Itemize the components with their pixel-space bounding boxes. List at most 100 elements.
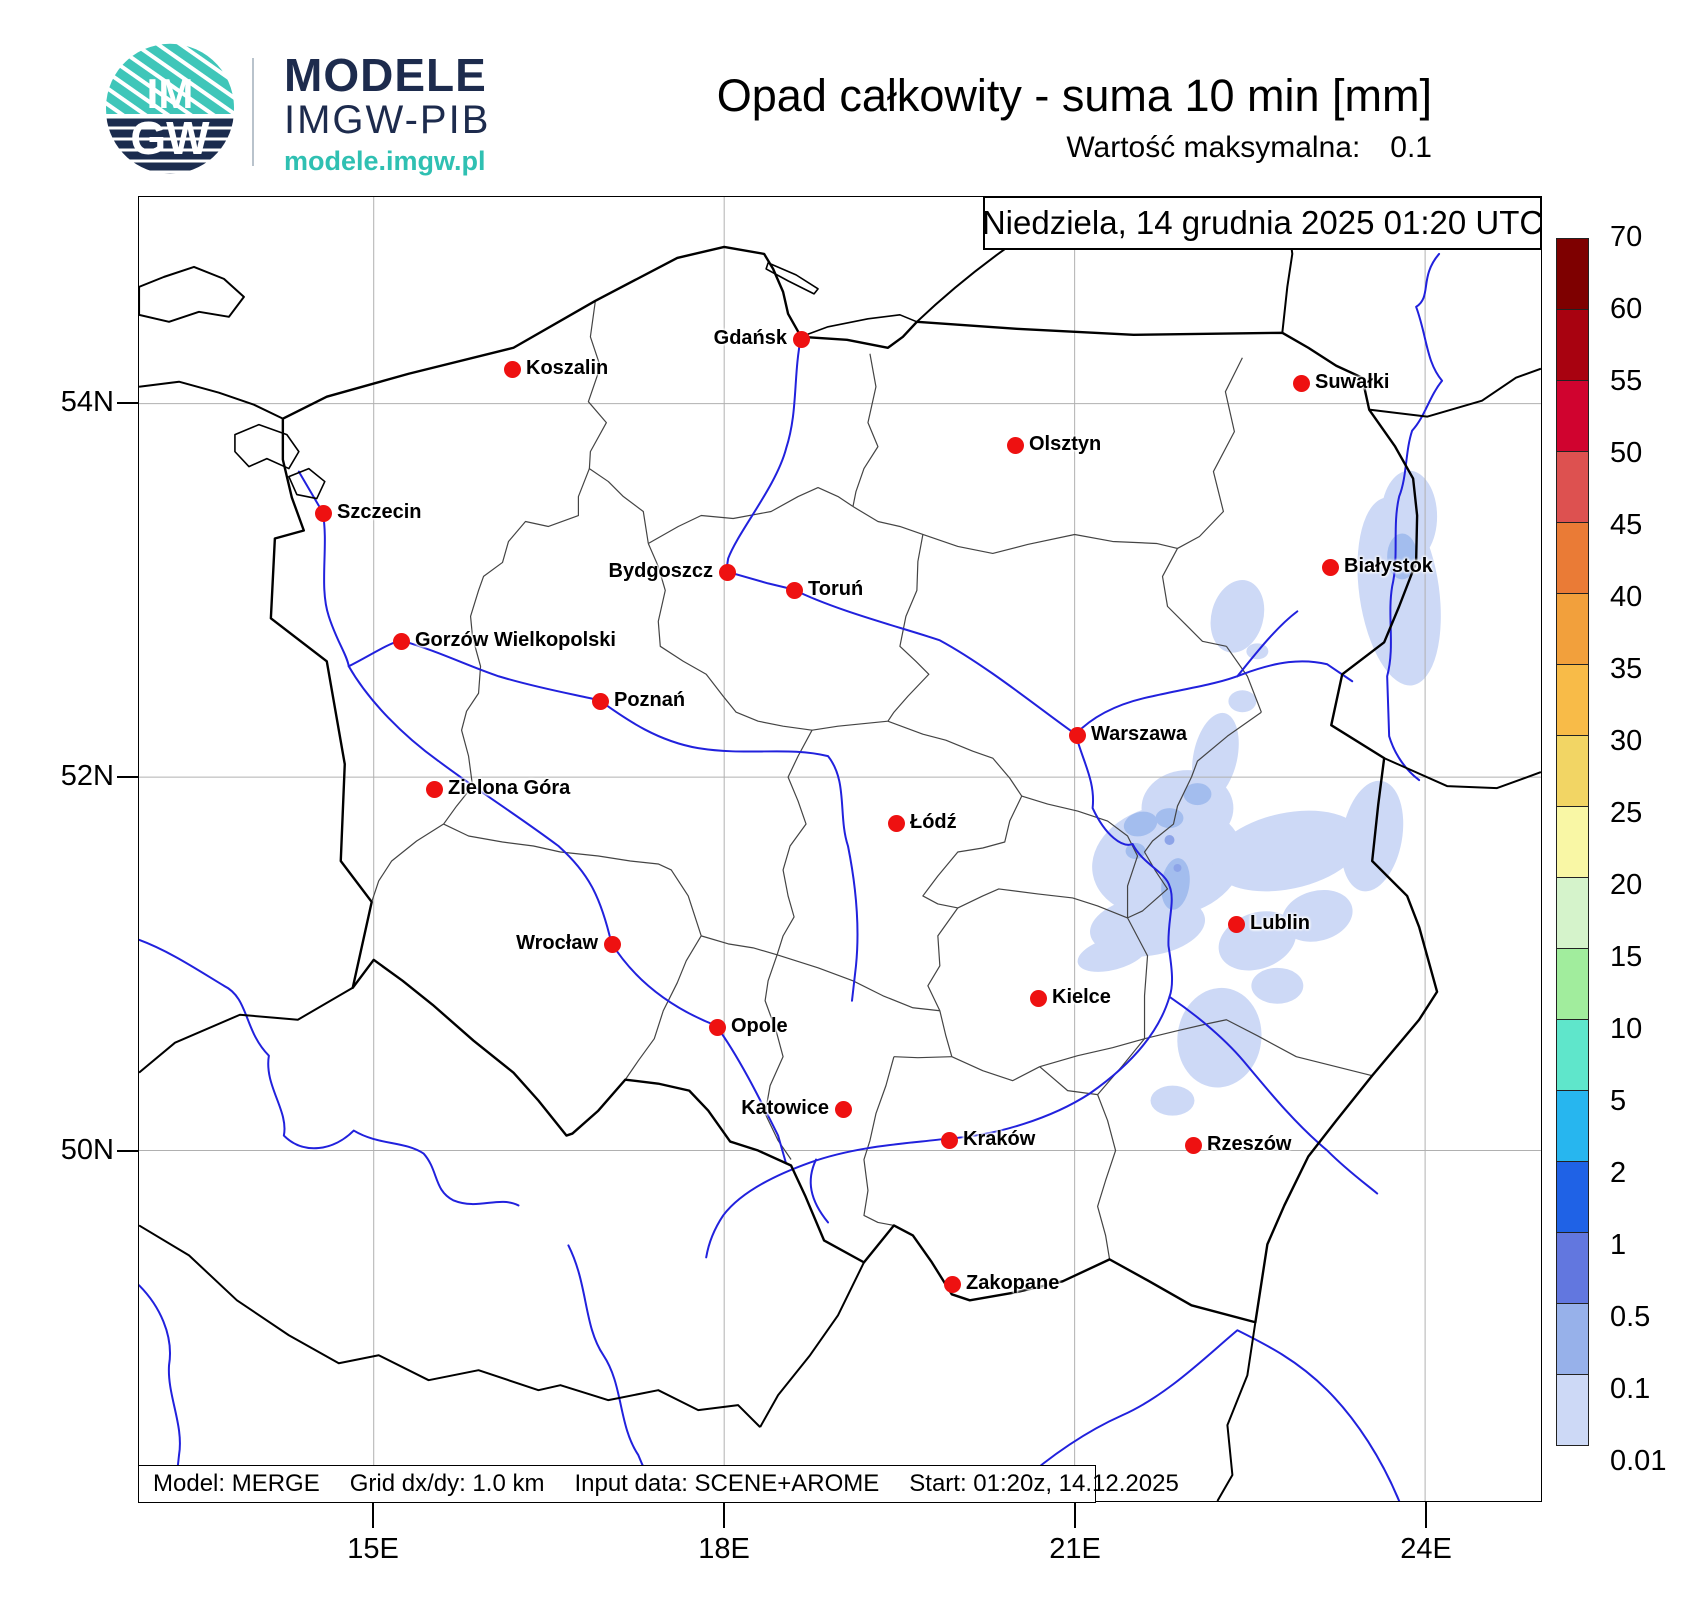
city-label: Białystok [1344,555,1433,577]
city-label: Gdańsk [713,327,787,349]
city-dot [1292,374,1310,392]
colorbar-tick-label: 30 [1610,725,1643,757]
colorbar-tick-label: 0.5 [1610,1301,1651,1333]
brand-title: MODELE [284,49,487,101]
colorbar-tick-label: 2 [1610,1157,1627,1189]
colorbar-segment [1556,1161,1589,1233]
city-dot [503,360,521,378]
colorbar-segments [1556,238,1589,1446]
region-borders [371,300,1373,1260]
city-label: Wrocław [516,932,598,954]
colorbar-segment [1556,1090,1589,1162]
poland-border [234,245,1439,1324]
city-dot [314,504,332,522]
colorbar-tick-label: 15 [1610,941,1643,973]
max-value-line: Wartość maksymalna: 0.1 [1066,131,1432,165]
city-dot [1029,989,1047,1007]
colorbar-segment [1556,238,1589,310]
colorbar-tick-label: 5 [1610,1085,1627,1117]
city-label: Olsztyn [1029,433,1102,455]
colorbar-tick-label: 10 [1610,1013,1643,1045]
lat-axis-label: 52N [60,760,114,792]
colorbar-segment [1556,735,1589,807]
city-label: Kraków [963,1128,1036,1150]
colorbar-tick-label: 55 [1610,365,1643,397]
colorbar-tick-label: 0.01 [1610,1445,1667,1477]
city-dot [785,581,803,599]
colorbar-segment [1556,593,1589,665]
lon-axis-tick [1074,1502,1076,1528]
colorbar-tick-label: 60 [1610,293,1643,325]
city-dot [708,1018,726,1036]
lat-axis-tick [117,776,138,778]
model-info-item: Input data: SCENE+AROME [574,1470,880,1497]
model-info-item: Grid dx/dy: 1.0 km [349,1470,545,1497]
city-dot [1227,915,1245,933]
logo-text-im: IM [147,70,194,117]
lon-axis-label: 21E [1049,1533,1101,1565]
colorbar-tick-label: 0.1 [1610,1373,1651,1405]
lon-axis-label: 18E [698,1533,750,1565]
lon-axis-tick [1425,1502,1427,1528]
foreign-borders [139,197,1541,1501]
colorbar-tick-label: 20 [1610,869,1643,901]
colorbar-segment [1556,664,1589,736]
logo-text-gw: GW [130,112,210,164]
colorbar-tick-label: 35 [1610,653,1643,685]
city-dot [1321,558,1339,576]
city-label: Toruń [808,578,864,600]
city-dot [603,935,621,953]
city-label: Lublin [1250,912,1310,934]
city-dot [1068,726,1086,744]
imgw-logo: IM GW [106,43,234,174]
colorbar-segment [1556,948,1589,1020]
colorbar-segment [1556,806,1589,878]
colorbar-tick-label: 45 [1610,509,1643,541]
datetime-label: Niedziela, 14 grudnia 2025 01:20 UTC [981,204,1544,241]
city-label: Katowice [741,1097,829,1119]
colorbar-tick-label: 40 [1610,581,1643,613]
city-dot [392,632,410,650]
city-label: Poznań [614,689,686,711]
city-label: Kielce [1052,986,1111,1008]
lat-axis-label: 54N [60,386,114,418]
max-value: 0.1 [1390,131,1432,164]
lon-axis-tick [723,1502,725,1528]
datetime-box: Niedziela, 14 grudnia 2025 01:20 UTC [981,196,1544,250]
precip-light-layer [1077,470,1441,1116]
city-dot [1184,1136,1202,1154]
city-label: Szczecin [337,501,422,523]
graticule [139,197,1541,1501]
colorbar-tick-label: 1 [1610,1229,1627,1261]
logo-bottom-half [106,116,234,174]
city-dot [887,814,905,832]
lat-axis-tick [117,402,138,404]
city-label: Suwałki [1315,371,1390,393]
city-label: Zakopane [966,1272,1060,1294]
colorbar-segment [1556,1232,1589,1304]
colorbar-tick-label: 70 [1610,221,1643,253]
lon-axis-label: 15E [347,1533,399,1565]
colorbar-segment [1556,877,1589,949]
city-dot [591,692,609,710]
colorbar-segment [1556,522,1589,594]
city-dot [718,563,736,581]
model-info-item: Model: MERGE [153,1470,320,1497]
city-dot [1006,436,1024,454]
logo-top-half [106,43,234,114]
lat-axis-tick [117,1150,138,1152]
brand-subtitle: IMGW-PIB [284,98,491,142]
colorbar-tick-label: 25 [1610,797,1643,829]
page-title: Opad całkowity - suma 10 min [mm] [716,70,1432,121]
city-label: Bydgoszcz [608,560,713,582]
lon-axis-tick [372,1502,374,1528]
model-info-box: Model: MERGE Grid dx/dy: 1.0 km Input data… [138,1465,1179,1503]
city-label: Zielona Góra [448,777,571,799]
city-label: Koszalin [526,357,609,379]
colorbar-segment [1556,451,1589,523]
map-geometry [139,197,1541,1501]
colorbar-segment [1556,380,1589,452]
city-dot [425,780,443,798]
map-area: Koszalin Gdańsk Suwałki Olsztyn Szczecin Bydg… [138,196,1542,1502]
